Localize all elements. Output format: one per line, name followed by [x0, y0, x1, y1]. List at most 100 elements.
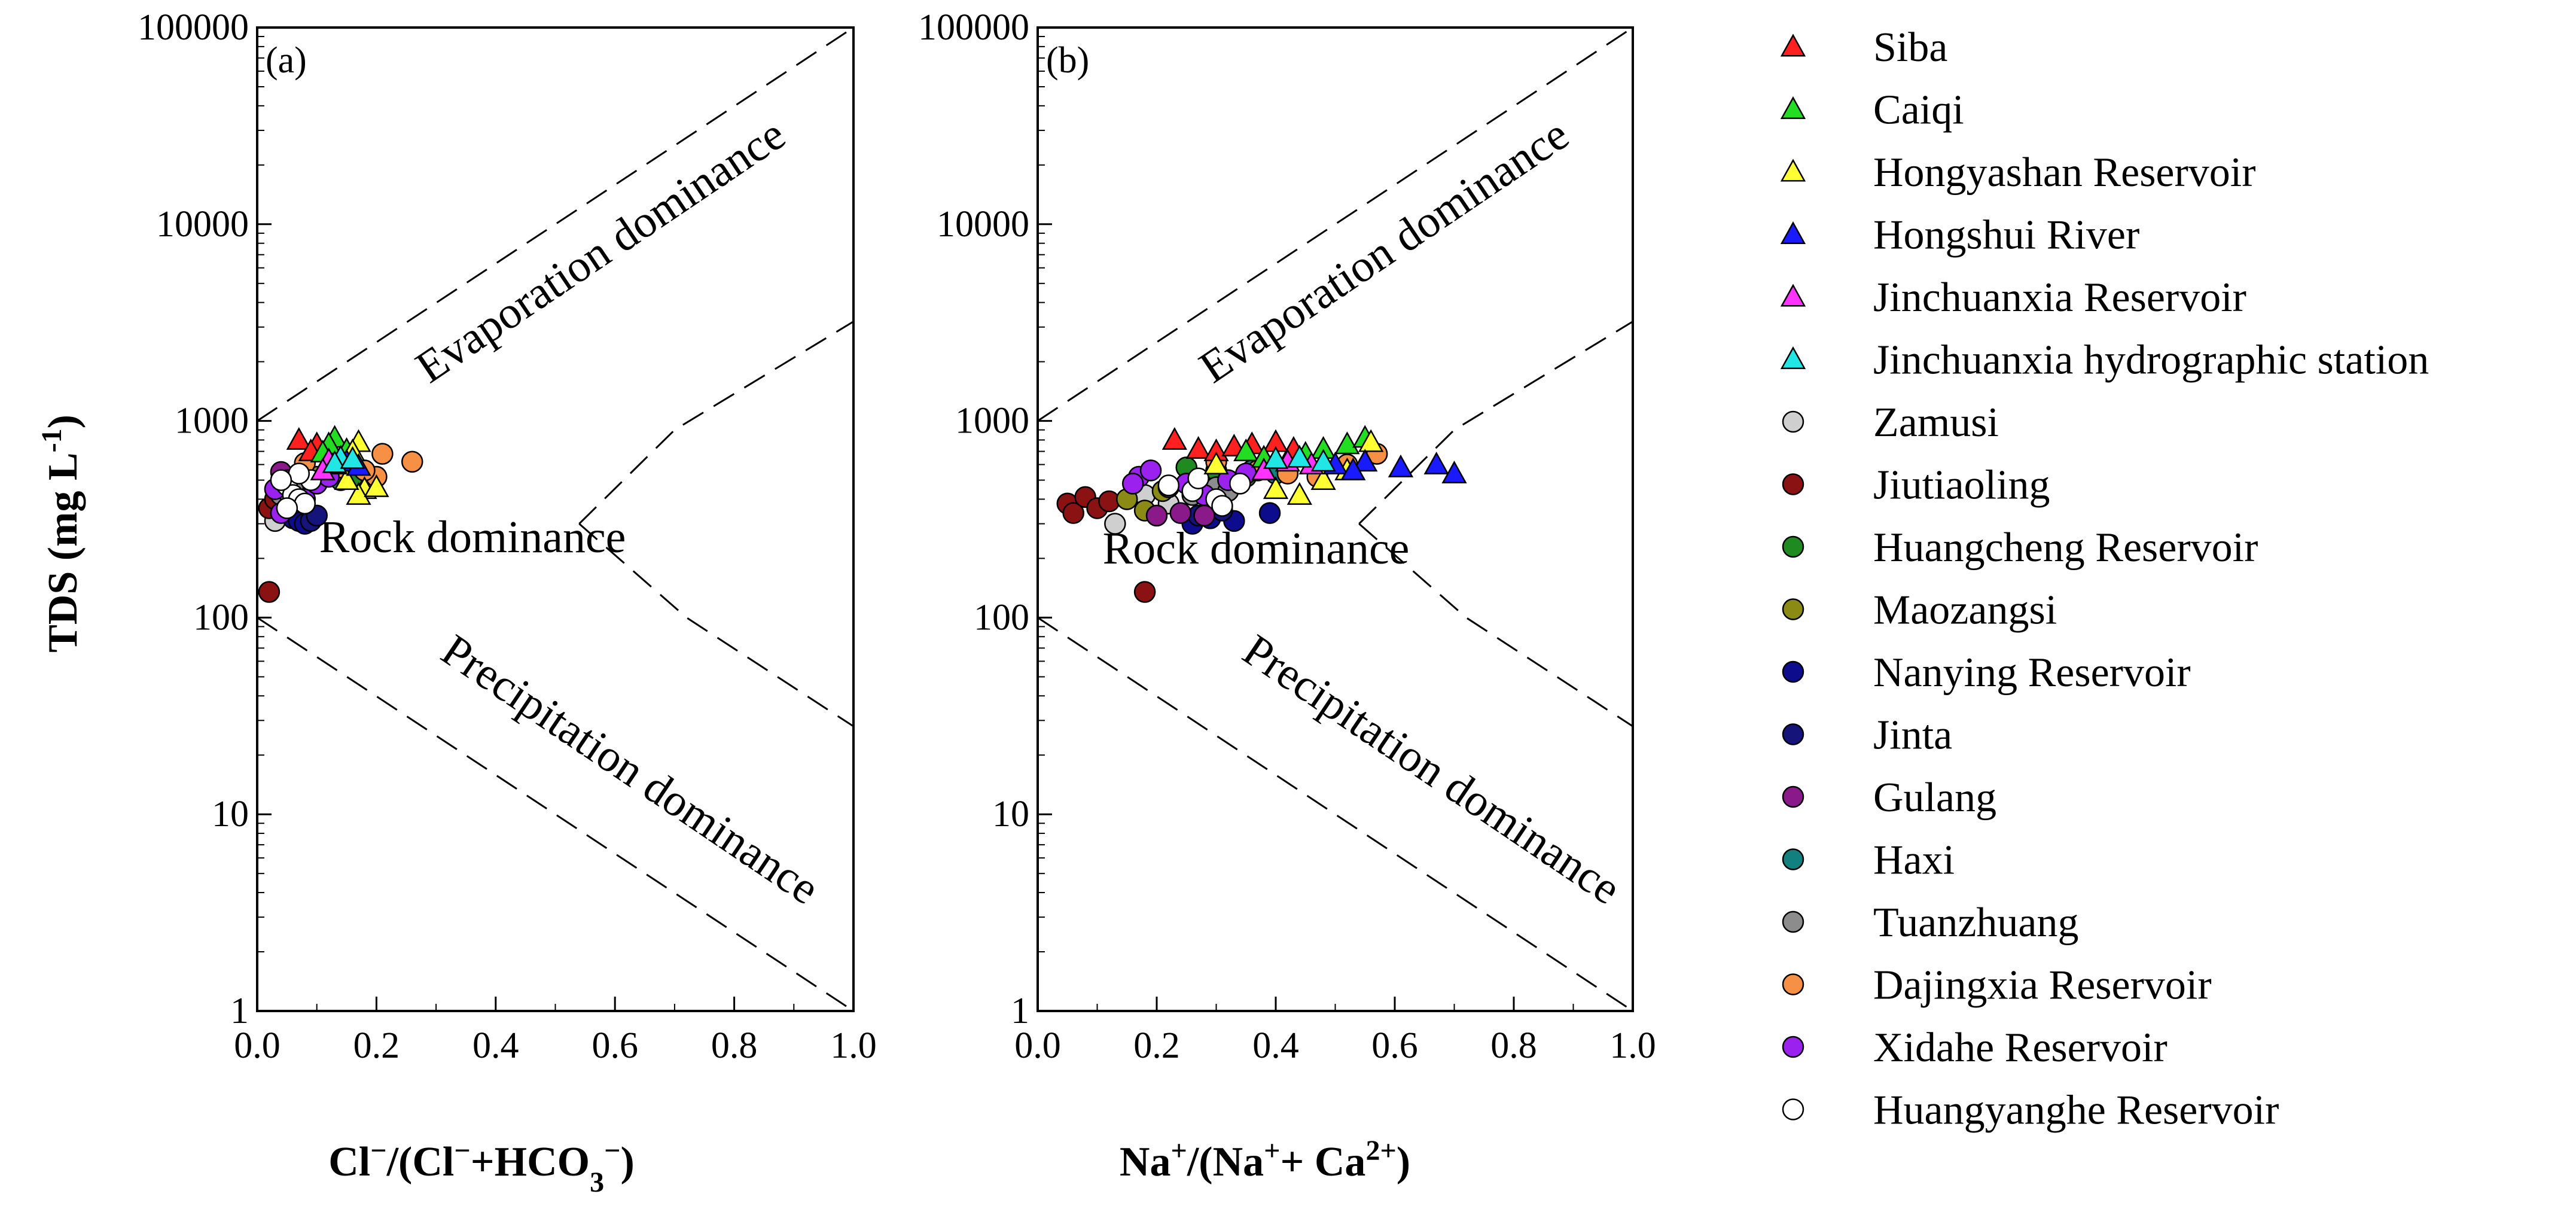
- legend-label-maozangsi: Maozangsi: [1873, 587, 2057, 634]
- point-jinchuanxia-hydrographic-station: [1287, 444, 1312, 468]
- point-nanying-reservoir: [1258, 502, 1281, 524]
- inner-upper-boundary: [1358, 321, 1633, 525]
- precipitation-dominance-label: Precipitation dominance: [1234, 625, 1629, 914]
- legend-label-zamusi: Zamusi: [1873, 400, 1999, 446]
- legend-marker-xidahe-reservoir: [1782, 1036, 1804, 1058]
- inner-lower-boundary: [1358, 523, 1633, 727]
- x-tick-label: 0.0: [1014, 1025, 1061, 1066]
- point-huangyanghe-reservoir: [1229, 473, 1251, 495]
- x-tick-label: 0.6: [1371, 1025, 1418, 1066]
- y-tick-label: 10: [212, 794, 249, 835]
- point-hongyashan-reservoir: [334, 467, 359, 491]
- lower-precipitation-boundary: [257, 617, 854, 1012]
- x-tick-label: 0.4: [1252, 1025, 1299, 1066]
- legend-marker-tuanzhuang: [1782, 910, 1804, 933]
- panel-label: (b): [1046, 40, 1089, 81]
- point-hongshui-river: [1352, 449, 1378, 472]
- legend-label-dajingxia-reservoir: Dajingxia Reservoir: [1873, 963, 2212, 1009]
- point-xidahe-reservoir: [1139, 459, 1162, 482]
- legend-label-gulang: Gulang: [1873, 775, 1996, 821]
- y-tick-label: 100: [193, 597, 249, 638]
- x-tick-label: 0.2: [1133, 1025, 1180, 1066]
- rock-dominance-label: Rock dominance: [1103, 523, 1410, 574]
- legend-label-huangyanghe-reservoir: Huangyanghe Reservoir: [1873, 1088, 2279, 1134]
- precipitation-dominance-label: Precipitation dominance: [432, 625, 828, 914]
- lower-precipitation-boundary: [1037, 617, 1633, 1012]
- x-tick-label: 1.0: [1609, 1025, 1656, 1066]
- legend-marker-dajingxia-reservoir: [1782, 973, 1804, 995]
- y-tick-label: 1: [230, 991, 249, 1031]
- panel-label: (a): [266, 40, 307, 81]
- evaporation-dominance-label: Evaporation dominance: [1190, 109, 1577, 392]
- x-tick-label: 0.8: [711, 1025, 758, 1066]
- legend-label-jiutiaoling: Jiutiaoling: [1873, 462, 2050, 508]
- point-huangyanghe-reservoir: [1211, 495, 1233, 517]
- legend-marker-zamusi: [1782, 410, 1804, 433]
- point-caiqi: [1334, 431, 1360, 455]
- point-jinchuanxia-hydrographic-station: [1263, 446, 1289, 469]
- point-zamusi: [1104, 513, 1126, 535]
- legend-marker-jinta: [1782, 723, 1804, 745]
- legend-marker-maozangsi: [1782, 598, 1804, 620]
- point-huangyanghe-reservoir: [294, 492, 316, 515]
- panel-b: 1 10 100 1000 10000 100000 0.0 0.2 0.4 0.6 0.8 1.0 (…: [918, 7, 1656, 1066]
- legend-marker-jinchuanxia-hydrographic-station: [1780, 346, 1806, 369]
- point-jiutiaoling: [1098, 490, 1120, 513]
- y-tick-label: 10000: [156, 204, 249, 245]
- evaporation-dominance-label: Evaporation dominance: [407, 109, 794, 392]
- legend-marker-siba: [1780, 34, 1806, 57]
- legend-label-nanying-reservoir: Nanying Reservoir: [1873, 650, 2191, 696]
- y-tick-label: 100000: [918, 7, 1029, 48]
- point-huangyanghe-reservoir: [1187, 467, 1209, 490]
- legend: Siba Caiqi Hongyashan Reservoir Hongshui Ri…: [1780, 25, 2429, 1134]
- point-jinchuanxia-hydrographic-station: [340, 446, 365, 469]
- legend-marker-caiqi: [1780, 96, 1806, 119]
- point-gulang: [1145, 504, 1168, 527]
- legend-marker-huangcheng-reservoir: [1782, 535, 1804, 558]
- legend-marker-gulang: [1782, 785, 1804, 808]
- legend-marker-hongshui-river: [1780, 221, 1806, 244]
- legend-label-siba: Siba: [1873, 25, 1947, 71]
- inner-upper-boundary: [578, 321, 854, 525]
- legend-label-haxi: Haxi: [1873, 838, 1955, 884]
- point-hongyashan-reservoir: [346, 482, 371, 505]
- point-huangyanghe-reservoir: [276, 497, 298, 519]
- legend-label-hongyashan-reservoir: Hongyashan Reservoir: [1873, 150, 2256, 196]
- legend-marker-hongyashan-reservoir: [1780, 159, 1806, 182]
- x-tick-label: 0.6: [592, 1025, 638, 1066]
- legend-label-caiqi: Caiqi: [1873, 87, 1964, 133]
- legend-label-hongshui-river: Hongshui River: [1873, 212, 2139, 258]
- point-hongyashan-reservoir: [364, 474, 389, 497]
- point-siba: [1162, 427, 1187, 450]
- point-hongyashan-reservoir: [1358, 429, 1384, 452]
- point-hongyashan-reservoir: [1310, 467, 1336, 491]
- legend-marker-huangyanghe-reservoir: [1782, 1098, 1804, 1120]
- point-huangyanghe-reservoir: [1157, 474, 1180, 497]
- point-hongshui-river: [1441, 461, 1467, 484]
- upper-evaporation-boundary: [257, 26, 854, 422]
- legend-marker-haxi: [1782, 848, 1804, 870]
- inner-lower-boundary: [578, 523, 854, 727]
- legend-label-jinchuanxia-hydrographic-station: Jinchuanxia hydrographic station: [1873, 337, 2429, 383]
- point-jiutiaoling: [1133, 581, 1156, 603]
- legend-marker-nanying-reservoir: [1782, 660, 1804, 683]
- point-hongshui-river: [1340, 457, 1366, 480]
- rock-dominance-label: Rock dominance: [319, 512, 626, 562]
- legend-label-jinchuanxia-reservoir: Jinchuanxia Reservoir: [1873, 275, 2246, 321]
- legend-marker-jinchuanxia-reservoir: [1780, 284, 1806, 307]
- x-tick-label: 0.8: [1490, 1025, 1537, 1066]
- point-hongyashan-reservoir: [1287, 482, 1312, 505]
- point-jinchuanxia-hydrographic-station: [1310, 449, 1336, 472]
- x-tick-label: 0.4: [472, 1025, 519, 1066]
- y-tick-label: 10000: [937, 204, 1029, 245]
- y-axis-title: TDS (mg L-1): [36, 415, 87, 653]
- point-dajingxia-reservoir: [371, 443, 394, 465]
- point-hongshui-river: [1388, 454, 1414, 477]
- x-axis-title-b: Na+/(Na++ Ca2+): [1120, 1135, 1410, 1186]
- x-axis-title-a: Cl−/(Cl−+HCO3−): [328, 1135, 635, 1198]
- panel-a: 1 10 100 1000 10000 100000 0.0 0.2 0.4 0.6 0.8 1.0 (…: [138, 7, 877, 1066]
- point-hongyashan-reservoir: [1263, 476, 1289, 500]
- point-siba: [1185, 436, 1211, 459]
- point-huangyanghe-reservoir: [270, 469, 292, 491]
